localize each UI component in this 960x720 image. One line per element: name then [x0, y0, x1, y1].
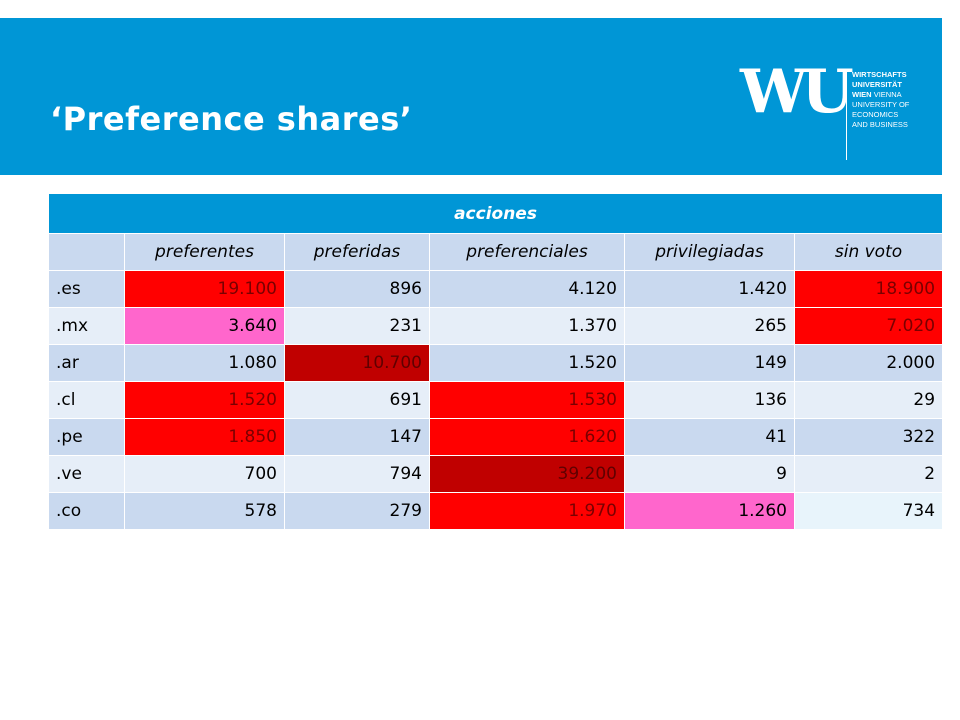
row-label: .es	[48, 270, 125, 308]
column-header: preferenciales	[429, 233, 625, 271]
table-cell: 1.420	[624, 270, 795, 308]
row-label: .pe	[48, 418, 125, 456]
table-cell: 2	[793, 455, 944, 493]
logo-line-word: VIENNA	[873, 90, 902, 99]
table-cell: 896	[284, 270, 430, 308]
row-label: .cl	[48, 381, 125, 419]
row-label: .ve	[48, 455, 125, 493]
table-cell: 18.900	[793, 270, 944, 308]
logo-line: AND BUSINESS	[852, 120, 908, 129]
table-cell: 322	[793, 418, 944, 456]
table-cell: 1.520	[429, 344, 625, 382]
logo-line: UNIVERSITY OF	[852, 100, 910, 109]
table-cell: 279	[284, 492, 430, 530]
table-cell: 136	[624, 381, 795, 419]
table-cell: 1.080	[124, 344, 285, 382]
column-header-row: preferentes preferidas preferenciales pr…	[48, 233, 944, 271]
row-label: .co	[48, 492, 125, 530]
table-cell: 1.370	[429, 307, 625, 345]
table-row: .pe 1.850 147 1.620 41 322	[48, 418, 944, 456]
title-banner: ‘Preference shares’ WU WIRTSCHAFTS UNIVE…	[0, 18, 942, 175]
table-cell: 9	[624, 455, 795, 493]
table-cell: 2.000	[793, 344, 944, 382]
table-cell: 794	[284, 455, 430, 493]
group-header: acciones	[47, 193, 944, 234]
logo-divider	[846, 70, 847, 160]
table-cell: 39.200	[429, 455, 625, 493]
table-cell: 1.260	[624, 492, 795, 530]
table-row: .ve 700 794 39.200 9 2	[48, 455, 944, 493]
table-cell: 231	[284, 307, 430, 345]
logo-text: WIRTSCHAFTS UNIVERSITÄT WIEN VIENNA UNIV…	[852, 70, 909, 130]
logo-line: UNIVERSITÄT	[852, 80, 903, 89]
column-header: sin voto	[793, 233, 944, 271]
table-cell: 700	[124, 455, 285, 493]
table-cell: 1.520	[124, 381, 285, 419]
table-cell: 7.020	[793, 307, 944, 345]
table-row: .mx 3.640 231 1.370 265 7.020	[48, 307, 944, 345]
table-row: .es 19.100 896 4.120 1.420 18.900	[48, 270, 944, 308]
table-row: .ar 1.080 10.700 1.520 149 2.000	[48, 344, 944, 382]
table-cell: 1.850	[124, 418, 285, 456]
preference-shares-table: acciones preferentes preferidas preferen…	[47, 193, 944, 530]
table-cell: 734	[793, 492, 944, 530]
table-cell: 578	[124, 492, 285, 530]
table-cell: 19.100	[124, 270, 285, 308]
table-cell: 149	[624, 344, 795, 382]
logo-mark: WU	[740, 57, 854, 127]
table-row: .co 578 279 1.970 1.260 734	[48, 492, 944, 530]
row-label: .mx	[48, 307, 125, 345]
table-cell: 1.620	[429, 418, 625, 456]
column-header: preferentes	[124, 233, 285, 271]
table-cell: 10.700	[284, 344, 430, 382]
table-row: .cl 1.520 691 1.530 136 29	[48, 381, 944, 419]
table-cell: 1.530	[429, 381, 625, 419]
logo-line: ECONOMICS	[852, 110, 899, 119]
logo-line-word: WIEN	[852, 90, 872, 99]
table-cell: 3.640	[124, 307, 285, 345]
logo-line: WIRTSCHAFTS	[852, 70, 907, 79]
logo-line: WIEN VIENNA	[852, 90, 909, 100]
column-header: preferidas	[284, 233, 430, 271]
row-label: .ar	[48, 344, 125, 382]
table-cell: 147	[284, 418, 430, 456]
table-cell: 41	[624, 418, 795, 456]
column-header	[48, 233, 125, 271]
table-cell: 265	[624, 307, 795, 345]
table-cell: 691	[284, 381, 430, 419]
column-header: privilegiadas	[624, 233, 795, 271]
table-cell: 4.120	[429, 270, 625, 308]
table-cell: 29	[793, 381, 944, 419]
table-body: .es 19.100 896 4.120 1.420 18.900 .mx 3.640 231 1…	[48, 270, 944, 530]
wu-logo: WU WIRTSCHAFTS UNIVERSITÄT WIEN VIENNA U…	[740, 62, 920, 162]
table-cell: 1.970	[429, 492, 625, 530]
slide-title: ‘Preference shares’	[50, 100, 413, 138]
